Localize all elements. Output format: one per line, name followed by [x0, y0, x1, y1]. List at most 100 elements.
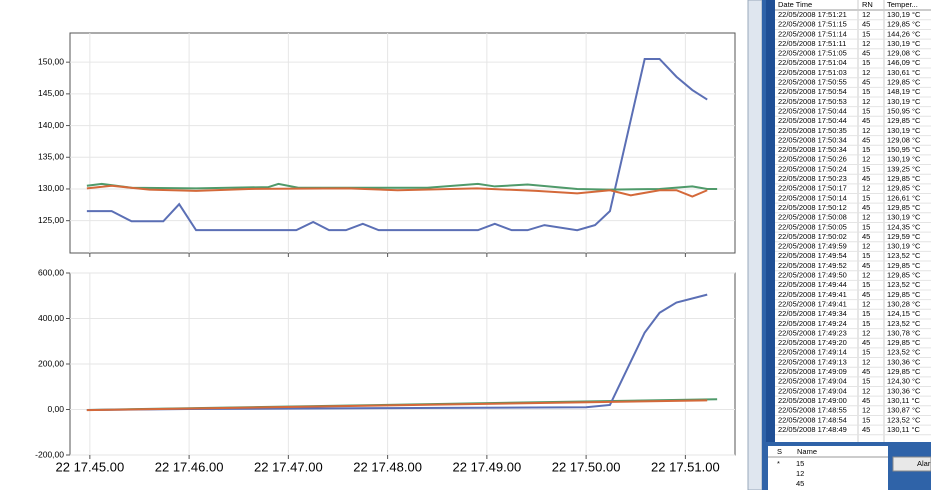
- series-line: [86, 182, 718, 191]
- cell: 130,19 °C: [887, 10, 921, 19]
- cell: 123,52 °C: [887, 251, 921, 260]
- cell: 22/05/2008 17:50:17: [778, 184, 847, 193]
- cell: 22/05/2008 17:48:54: [778, 415, 847, 424]
- cell: 129,85 °C: [887, 338, 921, 347]
- cell: 129,85 °C: [887, 367, 921, 376]
- cell: 12: [862, 97, 870, 106]
- cell: 22/05/2008 17:49:44: [778, 280, 847, 289]
- x-tick-label: 22 17.51.00: [651, 459, 720, 474]
- cell: 150,95 °C: [887, 106, 921, 115]
- name-grid: [768, 446, 888, 490]
- cell: 150,95 °C: [887, 145, 921, 154]
- x-tick-label: 22 17.47.00: [254, 459, 323, 474]
- cell: 45: [862, 78, 870, 87]
- cell: 130,28 °C: [887, 299, 921, 308]
- cell: 22/05/2008 17:50:53: [778, 97, 847, 106]
- x-tick-label: 22 17.50.00: [552, 459, 621, 474]
- cell: 22/05/2008 17:50:24: [778, 164, 847, 173]
- cell: 45: [796, 479, 804, 488]
- panel-edge: [747, 0, 763, 490]
- cell: 22/05/2008 17:50:14: [778, 193, 847, 202]
- cell: 15: [862, 222, 870, 231]
- cell: 12: [862, 406, 870, 415]
- cell: 130,19 °C: [887, 242, 921, 251]
- cell: 129,85 °C: [887, 271, 921, 280]
- cell: 129,85 °C: [887, 290, 921, 299]
- cell: 12: [862, 213, 870, 222]
- cell: 130,87 °C: [887, 406, 921, 415]
- cell: 15: [862, 348, 870, 357]
- cell: 146,09 °C: [887, 58, 921, 67]
- cell: 124,15 °C: [887, 309, 921, 318]
- cell: 45: [862, 338, 870, 347]
- cell: 130,78 °C: [887, 328, 921, 337]
- cell: 15: [862, 251, 870, 260]
- y-tick-label: 0,00: [47, 404, 64, 414]
- cell: 22/05/2008 17:50:54: [778, 87, 847, 96]
- cell: 12: [862, 299, 870, 308]
- cell: 15: [862, 377, 870, 386]
- cell: 139,25 °C: [887, 164, 921, 173]
- cell: 45: [862, 20, 870, 29]
- cell: 22/05/2008 17:49:50: [778, 271, 847, 280]
- cell: 129,85 °C: [887, 20, 921, 29]
- cell: 144,26 °C: [887, 29, 921, 38]
- y-tick-label: 150,00: [38, 56, 64, 66]
- cell: 22/05/2008 17:49:52: [778, 261, 847, 270]
- column-header: S: [777, 447, 782, 456]
- cell: 22/05/2008 17:50:26: [778, 155, 847, 164]
- cell: 12: [862, 10, 870, 19]
- cell: 22/05/2008 17:49:14: [778, 348, 847, 357]
- cell: 130,11 °C: [887, 396, 920, 405]
- cell: 126,61 °C: [887, 193, 921, 202]
- cell: 12: [862, 328, 870, 337]
- cell: 22/05/2008 17:51:05: [778, 49, 847, 58]
- y-tick-label: 145,00: [38, 88, 64, 98]
- plot-area: [69, 32, 736, 254]
- cell: 130,36 °C: [887, 357, 921, 366]
- button[interactable]: [892, 456, 931, 472]
- cell: 22/05/2008 17:49:23: [778, 328, 847, 337]
- cell: 12: [862, 155, 870, 164]
- cell: 22/05/2008 17:50:44: [778, 106, 847, 115]
- cell: 124,30 °C: [887, 377, 921, 386]
- cell: 130,19 °C: [887, 213, 921, 222]
- y-tick-label: 135,00: [38, 152, 64, 162]
- cell: 12: [862, 271, 870, 280]
- cell: 45: [862, 174, 870, 183]
- column-header: Temper...: [887, 0, 918, 9]
- cell: 22/05/2008 17:48:49: [778, 425, 847, 434]
- cell: 12: [862, 357, 870, 366]
- cell: 12: [862, 386, 870, 395]
- cell: 22/05/2008 17:49:04: [778, 386, 847, 395]
- cell: 129,85 °C: [887, 203, 921, 212]
- cell: 123,52 °C: [887, 280, 921, 289]
- cell: 22/05/2008 17:49:00: [778, 396, 847, 405]
- button-label[interactable]: Alar: [917, 459, 931, 468]
- cell: 15: [862, 145, 870, 154]
- cell: 22/05/2008 17:50:34: [778, 145, 847, 154]
- series-line: [86, 399, 708, 412]
- cell: 45: [862, 135, 870, 144]
- cell: 22/05/2008 17:49:34: [778, 309, 847, 318]
- cell: 130,36 °C: [887, 386, 921, 395]
- cell: 129,85 °C: [887, 78, 921, 87]
- cell: 22/05/2008 17:50:02: [778, 232, 847, 241]
- x-tick-label: 22 17.49.00: [453, 459, 522, 474]
- cell: 129,59 °C: [887, 232, 921, 241]
- cell: 123,52 °C: [887, 348, 921, 357]
- column-header: Date Time: [778, 0, 812, 9]
- cell: 15: [862, 193, 870, 202]
- cell: 22/05/2008 17:50:34: [778, 135, 847, 144]
- cell: 15: [862, 280, 870, 289]
- cell: 22/05/2008 17:51:21: [778, 10, 847, 19]
- cell: 130,19 °C: [887, 155, 921, 164]
- cell: 15: [862, 29, 870, 38]
- cell: 22/05/2008 17:49:41: [778, 299, 847, 308]
- cell: 22/05/2008 17:50:55: [778, 78, 847, 87]
- cell: 130,61 °C: [887, 68, 921, 77]
- y-tick-label: 125,00: [38, 215, 64, 225]
- cell: 22/05/2008 17:48:55: [778, 406, 847, 415]
- data-grid: [775, 0, 931, 442]
- cell: 22/05/2008 17:51:14: [778, 29, 847, 38]
